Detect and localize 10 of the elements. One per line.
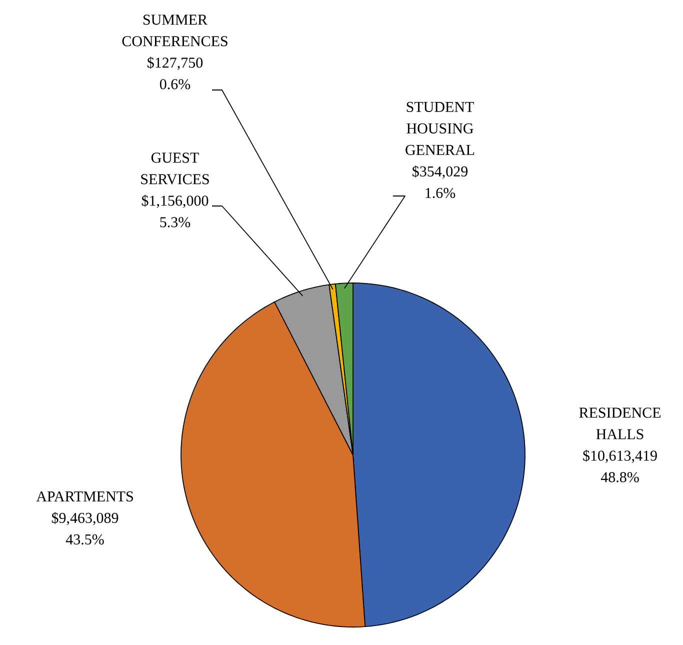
- data-label: $1,156,000 5.3%: [142, 194, 208, 228]
- slice-label: SUMMER CONFERENCES: [122, 14, 228, 46]
- data-label: $127,750 0.6%: [148, 56, 203, 90]
- slice-label: STUDENT HOUSING GENERAL: [406, 102, 474, 155]
- data-label: $9,463,089 43.5%: [52, 512, 118, 545]
- data-label: $10,613,419 48.8%: [583, 450, 657, 482]
- slice-label: GUEST SERVICES: [141, 152, 209, 184]
- data-label: $354,029 1.6%: [412, 165, 468, 198]
- slice-label: APARTMENTS: [36, 491, 133, 502]
- slice-label: RESIDENCE HALLS: [579, 408, 661, 440]
